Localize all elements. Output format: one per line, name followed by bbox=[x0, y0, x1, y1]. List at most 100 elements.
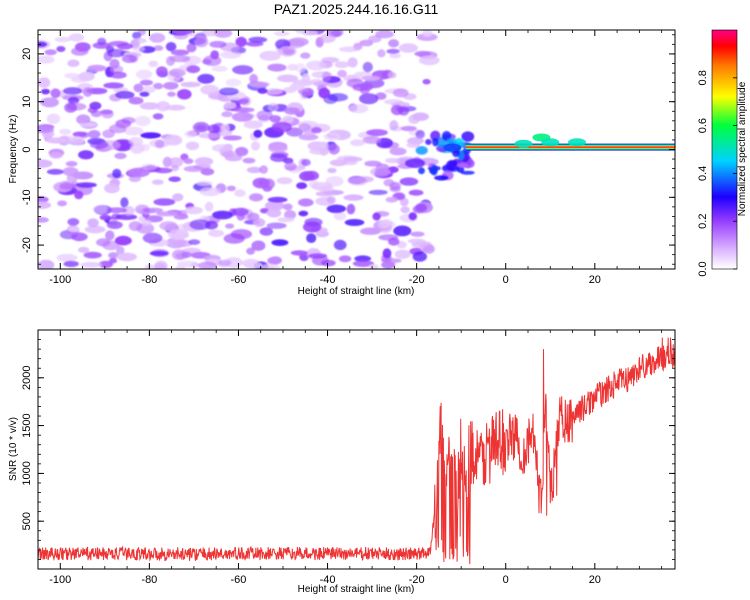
spectral-blob bbox=[74, 190, 84, 200]
spectral-blob bbox=[220, 123, 230, 134]
colorbar-step bbox=[712, 197, 737, 200]
spectral-blob bbox=[105, 230, 115, 241]
spectral-blob bbox=[408, 189, 424, 196]
spectral-blob bbox=[246, 166, 262, 174]
x-tick-label: -20 bbox=[409, 274, 425, 286]
colorbar-step bbox=[712, 129, 737, 133]
spectral-blob bbox=[82, 87, 93, 97]
spectral-blob bbox=[153, 45, 164, 51]
spectral-blob bbox=[232, 65, 254, 75]
spectral-blob bbox=[72, 171, 94, 180]
colorbar-step bbox=[712, 235, 737, 238]
spectral-blob bbox=[415, 146, 428, 155]
spectral-blob bbox=[116, 43, 133, 50]
colorbar-step bbox=[712, 145, 737, 149]
colorbar-step bbox=[712, 249, 737, 252]
colorbar-step bbox=[712, 127, 737, 131]
spectral-blob bbox=[103, 82, 124, 89]
spectral-blob bbox=[235, 36, 247, 48]
colorbar-step bbox=[712, 67, 737, 71]
spectral-blob bbox=[262, 178, 275, 190]
spectral-blob bbox=[198, 261, 217, 269]
spectral-blob bbox=[430, 164, 438, 176]
spectral-blob bbox=[264, 88, 283, 95]
spectral-blob bbox=[319, 33, 336, 43]
colorbar-step bbox=[712, 141, 737, 145]
colorbar-step bbox=[712, 151, 737, 155]
spectral-blob bbox=[288, 37, 309, 47]
colorbar-step bbox=[712, 113, 737, 117]
x-tick-label: 20 bbox=[589, 274, 601, 286]
spectral-blob bbox=[248, 36, 268, 43]
spectral-blob bbox=[122, 205, 135, 216]
spectral-blob bbox=[99, 214, 112, 221]
colorbar-step bbox=[712, 135, 737, 139]
spectral-blob bbox=[149, 250, 169, 256]
spectral-blob bbox=[423, 244, 435, 254]
spectral-bump bbox=[514, 139, 533, 148]
spectral-blob bbox=[359, 93, 379, 105]
spectral-blob bbox=[460, 170, 475, 175]
colorbar-step bbox=[712, 163, 737, 167]
spectral-blob bbox=[79, 122, 97, 128]
spectral-blob bbox=[456, 163, 469, 168]
spectral-blob bbox=[290, 250, 308, 256]
colorbar-step bbox=[712, 211, 737, 214]
spectral-blob bbox=[154, 139, 165, 149]
spectral-blob bbox=[377, 49, 386, 58]
spectral-blob bbox=[62, 87, 83, 95]
spectral-blob bbox=[235, 146, 249, 157]
spectral-blob bbox=[83, 251, 102, 259]
spectral-blob bbox=[198, 132, 221, 139]
colorbar-step bbox=[712, 45, 737, 49]
spectral-blob bbox=[411, 242, 428, 248]
spectral-blob bbox=[328, 93, 348, 102]
spectral-blob bbox=[41, 88, 50, 95]
spectral-blob bbox=[338, 46, 360, 53]
spectrogram-x-ticks: -100 -80 -60 -40 -20 0 20 bbox=[37, 30, 663, 286]
colorbar-step bbox=[712, 207, 737, 210]
spectral-blob bbox=[109, 124, 127, 134]
spectral-blob bbox=[133, 83, 144, 93]
spectral-blob bbox=[394, 249, 411, 259]
spectral-blob bbox=[224, 143, 233, 149]
spectral-blob bbox=[410, 231, 425, 237]
spectral-blob bbox=[72, 131, 88, 138]
colorbar-step bbox=[712, 209, 737, 212]
colorbar-step bbox=[712, 35, 737, 39]
spectral-blob bbox=[136, 69, 153, 80]
colorbar-step bbox=[712, 30, 737, 33]
spectral-blob bbox=[375, 30, 394, 39]
spectral-blob bbox=[267, 63, 287, 72]
spectral-blob bbox=[387, 71, 397, 79]
spectral-blob bbox=[385, 196, 398, 203]
spectral-blob bbox=[247, 212, 260, 221]
colorbar-step bbox=[712, 63, 737, 67]
spectral-blob bbox=[238, 98, 249, 105]
spectral-blob bbox=[184, 206, 203, 215]
colorbar-step bbox=[712, 133, 737, 137]
spectral-blob bbox=[163, 81, 179, 90]
colorbar-step bbox=[712, 89, 737, 93]
colorbar-tick-label: 0.2 bbox=[697, 214, 709, 229]
spectral-blob bbox=[389, 53, 401, 59]
spectral-blob bbox=[141, 219, 152, 226]
snr-x-label: Height of straight line (km) bbox=[298, 584, 415, 595]
spectral-blob bbox=[172, 249, 187, 261]
spectral-blob bbox=[253, 129, 263, 138]
spectral-blob bbox=[153, 82, 164, 90]
colorbar-step bbox=[712, 213, 737, 216]
spectral-blob bbox=[211, 65, 228, 72]
spectral-blob bbox=[38, 196, 49, 203]
spectral-blob bbox=[54, 36, 72, 43]
spectral-blob bbox=[141, 163, 157, 171]
spectral-blob bbox=[194, 157, 214, 166]
spectral-blob bbox=[301, 158, 311, 167]
spectral-blob bbox=[271, 121, 292, 133]
spectral-blob bbox=[134, 115, 151, 127]
x-tick-label: -60 bbox=[231, 274, 247, 286]
spectral-blob bbox=[87, 218, 99, 228]
spectral-blob bbox=[38, 127, 55, 133]
spectral-blob bbox=[323, 132, 341, 141]
